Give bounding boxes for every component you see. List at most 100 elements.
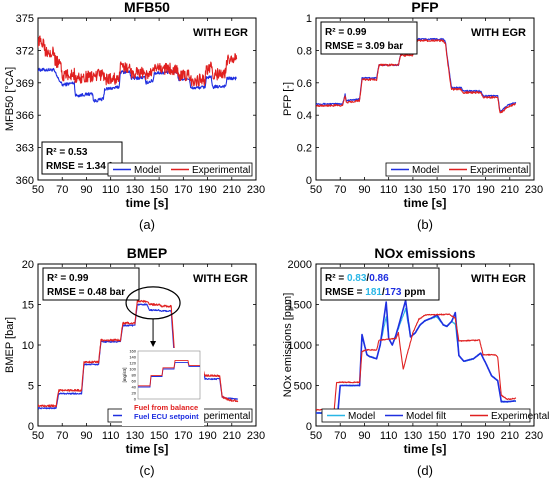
x-tick-label: 110 [102,430,120,442]
x-tick-label: 130 [126,430,144,442]
x-tick-label: 90 [358,184,370,196]
x-tick-label: 70 [56,430,68,442]
stats-token: 181 [365,287,382,298]
y-axis-label: PFP [-] [282,82,294,116]
x-tick-label: 90 [80,184,92,196]
x-tick-label: 90 [358,430,370,442]
chart-title: BMEP [127,245,167,261]
y-tick-label: 15 [22,300,34,312]
chart-title: NOx emissions [374,245,475,261]
x-tick-label: 210 [223,184,241,196]
stats-box: R² = 0.99 RMSE = 0.48 bar [42,267,140,301]
x-tick-label: 210 [501,430,519,442]
legend: Model Model filt Experimental [321,408,549,423]
x-tick-label: 70 [334,184,346,196]
y-tick-label: 0.8 [297,45,312,57]
legend: Model Experimental [385,162,531,177]
panel-caption: (d) [417,463,433,478]
series-line-experimental [38,299,239,408]
y-tick-label: 5 [28,381,34,393]
x-tick-label: 70 [334,430,346,442]
x-tick-label: 110 [380,184,398,196]
annotation-label: WITH EGR [193,27,248,39]
y-tick-label: 20 [22,259,34,271]
x-tick-label: 130 [126,184,144,196]
y-tick-label: 1 [306,13,312,25]
x-tick-label: 130 [404,430,422,442]
y-tick-label: 0 [306,421,312,433]
inset-plot-area [137,350,201,400]
x-tick-label: 90 [80,430,92,442]
y-tick-label: 369 [16,78,34,90]
y-tick-label: 1500 [288,300,312,312]
inset-y-tick-label: 20 [132,391,137,396]
stats-line: RMSE = 1.34 ° [46,161,113,172]
stats-line: R² = 0.53 [46,147,88,158]
x-tick-label: 170 [452,430,470,442]
y-tick-label: 360 [16,175,34,187]
x-axis-label: time [s] [404,442,447,456]
series-line-experimental [38,35,238,87]
x-tick-label: 150 [150,430,168,442]
stats-token: 173 [385,287,402,298]
panel-caption: (b) [417,217,433,232]
legend-label: Experimental [470,165,528,176]
legend-label: Model [348,411,375,422]
stats-box: R² = 0.99 RMSE = 3.09 bar [320,21,418,55]
y-tick-label: 0.6 [297,78,312,90]
stats-token: ppm [401,287,425,298]
annotation-label: WITH EGR [471,27,526,39]
chart-panel-1: MFB50 50 70 90 110 130 150 170 190 210 230 360 363 36… [4,0,265,232]
stats-token: / [382,287,385,298]
stats-line: R² = 0.99 [325,27,367,38]
x-tick-label: 110 [380,430,398,442]
stats-box-frame [320,267,440,301]
y-tick-label: 363 [16,143,34,155]
y-axis-label: MFB50 [°CA] [4,67,16,131]
y-axis-label: BMEP [bar] [4,317,16,373]
zoom-arrowhead [150,341,157,347]
x-tick-label: 170 [174,184,192,196]
inset-y-tick-label: 40 [132,385,137,390]
legend-label: Experimental [192,165,250,176]
x-axis-label: time [s] [126,442,169,456]
x-tick-label: 190 [198,184,216,196]
x-tick-label: 190 [476,430,494,442]
legend-frame [321,408,531,423]
inset-y-tick-label: 80 [132,373,137,378]
x-tick-label: 150 [428,184,446,196]
x-tick-label: 130 [404,184,422,196]
stats-line: RMSE = 0.48 bar [47,287,125,298]
chart-panel-2: PFP 50 70 90 110 130 150 170 190 210 230 0 0.2 0.4 0.6… [282,0,543,232]
chart-panel-3: BMEP 50 70 90 110 130 150 170 190 210 230 0 5 10 15 20 t… [4,245,265,478]
stats-box-frame [320,21,418,55]
x-tick-label: 230 [525,184,543,196]
x-axis-label: time [s] [404,196,447,210]
series-group [38,35,238,103]
inset-y-tick-label: 0 [134,397,137,402]
series-line-model [38,303,239,410]
y-axis-label: NOx emissions [ppm] [282,293,294,398]
stats-line: R² = 0.99 [47,273,89,284]
stats-token: RMSE = [325,287,365,298]
x-tick-label: 70 [56,184,68,196]
y-tick-label: 366 [16,110,34,122]
inset-legend-label: Fuel ECU setpoint [134,412,199,421]
x-tick-label: 230 [247,430,265,442]
legend: Model Experimental [107,162,253,177]
series-group [316,299,517,415]
inset-y-tick-label: 60 [132,379,137,384]
stats-line: R² = 0.83/0.86 [325,273,389,284]
x-tick-label: 50 [310,184,322,196]
y-tick-label: 10 [22,340,34,352]
stats-token: 0.86 [369,273,389,284]
annotation-label: WITH EGR [471,273,526,285]
y-tick-label: 0.4 [297,110,312,122]
inset-legend-label: Fuel from balance [134,403,198,412]
stats-box: R² = 0.83/0.86 RMSE = 181/173 ppm [320,267,440,301]
chart-panel-4: NOx emissions 50 70 90 110 130 150 170 190 210 230… [282,245,549,478]
y-tick-label: 0.2 [297,143,312,155]
y-tick-label: 1000 [288,340,312,352]
stats-token: 0.83 [347,273,367,284]
